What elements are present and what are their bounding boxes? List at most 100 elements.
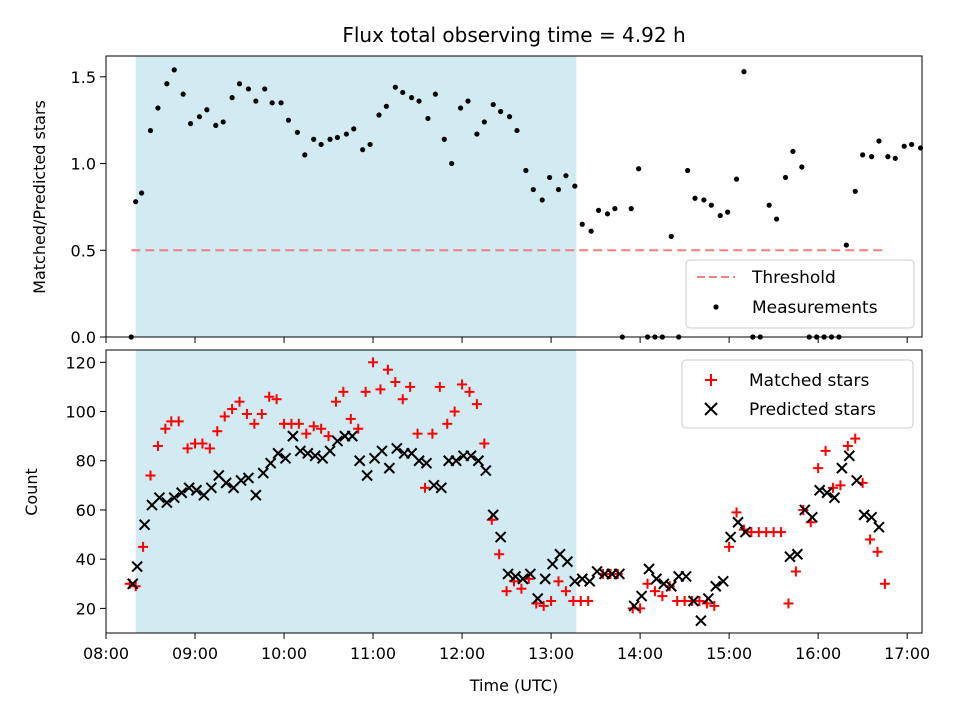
matched-star-point: [308, 421, 319, 432]
matched-star-point: [471, 399, 482, 410]
measurement-point: [628, 206, 634, 212]
measurement-point: [187, 121, 194, 127]
matched-star-point: [642, 578, 653, 589]
measurement-point: [766, 202, 772, 208]
measurement-point: [383, 103, 390, 109]
measurement-point: [400, 89, 406, 96]
matched-star-point: [182, 443, 193, 454]
matched-star-point: [813, 463, 824, 474]
measurement-point: [547, 174, 553, 181]
top-legend: Threshold Measurements: [685, 259, 915, 329]
predicted-star-point: [583, 575, 596, 588]
top-y-axis-label: Matched/Predicted stars: [30, 100, 49, 294]
matched-legend-marker: [705, 374, 717, 386]
matched-star-point: [173, 416, 184, 427]
matched-star-point: [649, 586, 660, 597]
matched-star-point: [234, 396, 245, 407]
measurement-point: [733, 176, 740, 182]
predicted-star-point: [702, 592, 715, 605]
measurement-point: [245, 86, 252, 92]
predicted-star-point: [272, 447, 284, 460]
top-observing-window: [135, 56, 577, 337]
predicted-star-point: [539, 573, 551, 585]
x-tick-label: 09:00: [172, 644, 218, 663]
measurement-point: [139, 190, 145, 196]
predicted-star-point: [346, 430, 358, 442]
predicted-star-point: [420, 457, 433, 469]
predicted-star-point: [376, 445, 388, 457]
matched-star-point: [449, 406, 460, 417]
measurement-point: [563, 173, 569, 179]
measurement-point: [901, 143, 907, 149]
measurement-point: [213, 122, 219, 128]
measurement-point: [885, 154, 891, 160]
predicted-star-point: [257, 467, 269, 479]
predicted-star-point: [561, 555, 574, 568]
measurement-point: [164, 81, 170, 87]
measurement-point: [432, 91, 438, 97]
measurement-point: [285, 117, 292, 123]
predicted-star-point: [613, 568, 626, 580]
matched-star-point: [827, 482, 838, 493]
matched-star-point: [412, 428, 423, 439]
measurement-point: [409, 95, 415, 101]
predicted-star-point: [309, 450, 321, 462]
measurement-point: [465, 98, 471, 104]
measurement-point: [236, 81, 243, 87]
predicted-star-point: [413, 455, 425, 467]
predicted-star-point: [739, 526, 752, 538]
top-y-tick-label: 0.0: [71, 328, 96, 347]
predicted-star-point: [873, 521, 885, 533]
predicted-star-point: [806, 511, 818, 524]
measurement-point: [530, 186, 536, 193]
measurement-point: [367, 141, 373, 148]
predicted-star-point: [250, 489, 262, 501]
measurement-point: [636, 166, 642, 172]
predicted-star-point: [183, 482, 195, 494]
predicted-star-point: [450, 455, 462, 467]
predicted-legend-label: Predicted stars: [749, 400, 876, 420]
measurement-point: [416, 98, 422, 104]
matched-star-point: [271, 394, 282, 405]
bottom-y-axis-label: Count: [22, 468, 41, 516]
matched-star-point: [464, 386, 475, 397]
matched-star-point: [338, 386, 349, 397]
measurement-point: [799, 164, 805, 170]
predicted-star-point: [205, 482, 218, 494]
measurement-point: [171, 67, 177, 73]
measurement-point: [147, 127, 154, 134]
measurement-point: [579, 221, 585, 227]
measurement-point: [892, 155, 898, 161]
measurement-point: [604, 211, 611, 217]
predicted-star-point: [851, 474, 863, 487]
matched-star-point: [731, 507, 742, 518]
matched-star-point: [330, 396, 341, 407]
predicted-star-point: [235, 474, 247, 487]
bottom-legend: Matched stars Predicted stars: [681, 359, 914, 429]
matched-star-point: [323, 431, 334, 442]
measurement-point: [595, 207, 602, 213]
bottom-y-tick-label: 120: [65, 353, 96, 372]
x-tick-label: 17:00: [884, 644, 930, 663]
matched-star-point: [724, 541, 735, 552]
matched-star-point: [442, 418, 453, 429]
bottom-legend-box: [681, 359, 914, 429]
measurement-point: [392, 84, 398, 90]
matched-star-point: [197, 438, 208, 449]
measurement-point: [474, 131, 480, 137]
measurement-point: [481, 119, 487, 125]
matched-star-point: [382, 364, 393, 375]
predicted-star-point: [569, 575, 581, 588]
predicted-star-point: [546, 558, 559, 570]
measurement-point: [360, 147, 366, 153]
bottom-y-tick-label: 100: [65, 403, 96, 422]
predicted-star-point: [836, 462, 848, 474]
bottom-plot-frame: [105, 349, 923, 634]
predicted-star-point: [361, 469, 373, 482]
matched-star-point: [516, 583, 527, 594]
bottom-y-tick-label: 60: [76, 501, 96, 520]
matched-star-point: [865, 534, 876, 545]
predicted-star-point: [472, 455, 485, 467]
matched-star-point: [301, 428, 312, 439]
measurement-point: [876, 138, 882, 144]
